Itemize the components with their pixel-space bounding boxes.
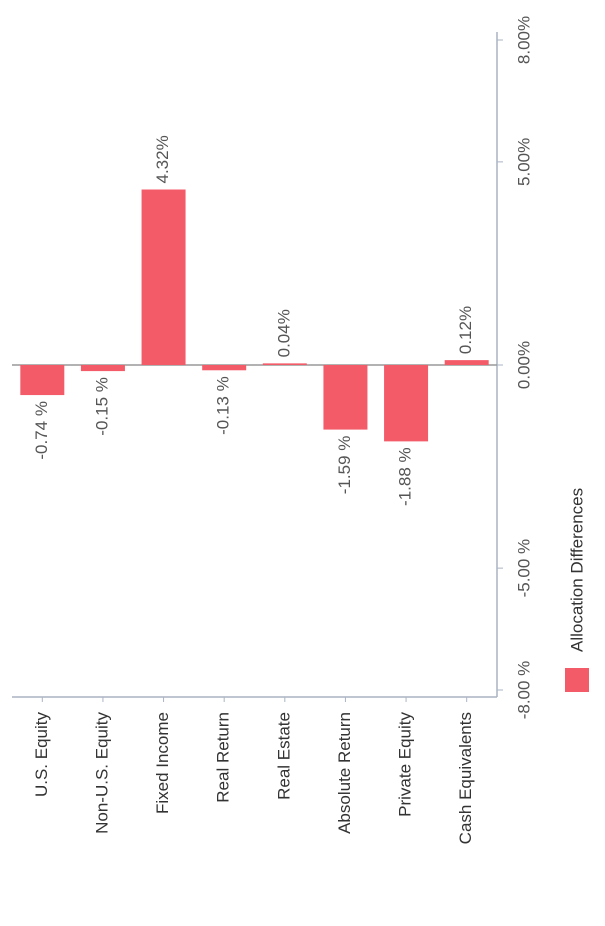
bar: [323, 365, 368, 430]
data-label: -1.88 %: [396, 447, 415, 506]
legend-label: Allocation Differences: [567, 488, 586, 652]
data-label: -0.13 %: [214, 376, 233, 435]
x-tick-label: Private Equity: [396, 712, 415, 817]
data-label: 0.04%: [274, 309, 293, 357]
y-tick-label: -8.00 %: [514, 661, 533, 720]
data-label: 4.32%: [153, 135, 172, 183]
bar: [202, 365, 247, 371]
bar: [80, 365, 125, 372]
y-tick-label: 0.00%: [514, 341, 533, 389]
y-tick-label: -5.00 %: [514, 539, 533, 598]
data-label: -0.74 %: [32, 401, 51, 460]
x-tick-label: U.S. Equity: [32, 712, 51, 798]
x-tick-label: Real Return: [214, 712, 233, 803]
legend-swatch: [565, 668, 589, 692]
data-label: -0.15 %: [92, 377, 111, 436]
data-label: 0.12%: [456, 306, 475, 354]
x-tick-label: Real Estate: [274, 712, 293, 800]
bar: [262, 363, 307, 365]
y-tick-label: 5.00%: [514, 138, 533, 186]
data-label: -1.59 %: [335, 436, 354, 495]
bar: [384, 365, 429, 442]
x-tick-label: Fixed Income: [153, 712, 172, 814]
bar: [20, 365, 65, 396]
bar: [444, 360, 489, 365]
x-tick-label: Absolute Return: [335, 712, 354, 834]
x-tick-label: Non-U.S. Equity: [92, 712, 111, 834]
x-tick-label: Cash Equivalents: [456, 712, 475, 844]
bar: [141, 189, 186, 365]
y-tick-label: 8.00%: [514, 16, 533, 64]
